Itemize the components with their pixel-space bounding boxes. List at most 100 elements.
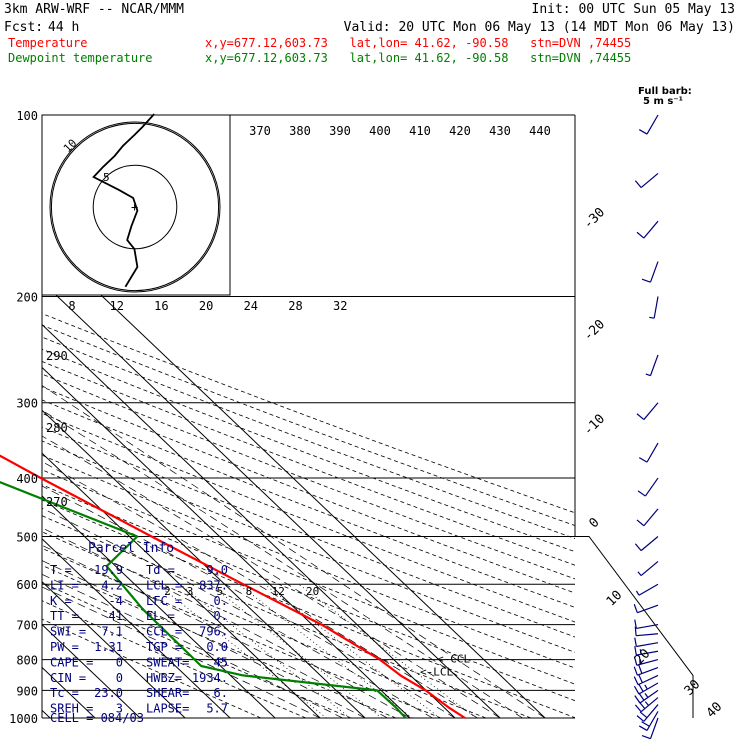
wind-barb [641,261,659,283]
parcel-field-name: SWEAT= [146,655,189,669]
parcel-field-name: LCL = [146,578,182,592]
theta-label: 370 [249,124,271,138]
barb-staff [640,172,659,189]
wind-barb [637,477,659,497]
barb-staff [653,296,659,319]
barb-flag [638,457,648,463]
barb-staff [649,354,659,376]
dry-adiabat [42,484,575,702]
wind-barb [635,583,659,596]
barb-flag [639,659,643,665]
dry-adiabat [42,531,487,718]
dewpoint-trace [0,481,407,719]
pressure-label: 800 [16,654,38,668]
dry-adiabat [42,600,307,718]
pressure-label: 1000 [9,712,38,726]
isotherm-label: 30 [682,677,704,699]
hodograph: kts 510+ [41,113,231,297]
hodograph-trace [92,113,155,288]
temperature-legend-label: Temperature [8,36,87,50]
valid-time: Valid: 20 UTC Mon 06 May 13 (14 MDT Mon … [344,20,735,35]
wind-barb [638,711,659,731]
pressure-label: 200 [16,291,38,305]
mixing-ratio-line [179,583,351,718]
dry-adiabat [42,469,575,685]
parcel-info-panel: Parcel Info T = 19.9 Td = 9.0 LI = 4.2 LCL = 83… [50,541,228,725]
parcel-field-value: 1.31 [94,640,123,654]
parcel-field-value: 837. [199,578,228,592]
storm-motion-marker: + [131,200,138,214]
wind-barb [633,674,659,686]
sounding-traces [0,454,466,719]
background-grid [41,114,694,719]
parcel-field-name: SWI = [50,625,86,639]
isotherm [42,366,411,718]
pressure-label: 600 [16,578,38,592]
barb-staff [636,642,659,648]
isotherm-label: 10 [604,588,626,610]
height-label: 24 [244,299,258,313]
theta-label: 380 [289,124,311,138]
mixing-ratio-label: 3 [187,585,194,598]
isotherm-label: 0 [586,515,602,531]
parcel-field-name: TGP = [146,640,182,654]
barb-staff [640,536,659,552]
parcel-field-name: EL = [146,609,175,623]
barb-flag [639,649,642,655]
barb-flag [634,626,637,636]
pressure-label: 300 [16,397,38,411]
parcel-field-name: CAPE = [50,655,93,669]
hodograph-ring-label: 5 [103,171,110,184]
header-text: 3km ARW-WRF -- NCAR/MMM Init: 00 UTC Sun… [4,2,735,65]
barb-staff [638,682,659,695]
mixing-ratio-label: 8 [246,585,253,598]
barb-legend-value: 5 m s⁻¹ [643,96,683,107]
wind-barb [636,704,659,722]
parcel-field-name: CCL = [146,625,182,639]
parcel-field-value: 23.0 [94,686,123,700]
barb-flag [638,674,643,683]
wind-barb [634,172,659,189]
theta-label: 390 [329,124,351,138]
isotherm [42,495,276,718]
wind-barb [645,354,659,377]
barb-flag [638,683,644,692]
barb-staff [636,650,659,656]
barb-flag [635,590,640,596]
barb-staff [636,658,659,666]
wind-barb [636,402,659,421]
isotherm-label: -10 [581,412,608,439]
dewpoint-legend-label: Dewpoint temperature [8,51,153,65]
parcel-info-title: Parcel Info [88,541,174,556]
height-label: 28 [288,299,302,313]
mixing-ratio-label: 2 [164,585,171,598]
theta-side-label: 280 [46,421,68,435]
theta-label: 430 [489,124,511,138]
barb-staff [649,261,659,283]
frame-right [574,115,694,718]
parcel-field-value: 5.7 [206,702,228,716]
barb-flag [638,129,648,135]
barb-staff [644,477,659,497]
parcel-field-name: PW = [50,640,79,654]
moist-adiabat [42,461,478,718]
ccl-marker: <-CCL [437,652,470,665]
theta-label: 410 [409,124,431,138]
parcel-field-name: K = [50,594,72,608]
barb-staff [649,717,659,739]
barb-staff [637,667,659,676]
parcel-field-value: 4.2 [101,578,123,592]
barb-flag [641,278,651,283]
hodograph-ring-outer [49,121,221,293]
wind-barb [633,664,659,676]
barb-flag [634,646,637,656]
parcel-field-name: SREH = [50,702,93,716]
height-label: 12 [109,299,123,313]
wind-barb [637,560,659,577]
theta-label: 440 [529,124,551,138]
parcel-field-value: 9.0 [206,563,228,577]
wind-barb [634,619,659,630]
moist-adiabat [42,544,388,718]
parcel-field-value: 796. [199,625,228,639]
